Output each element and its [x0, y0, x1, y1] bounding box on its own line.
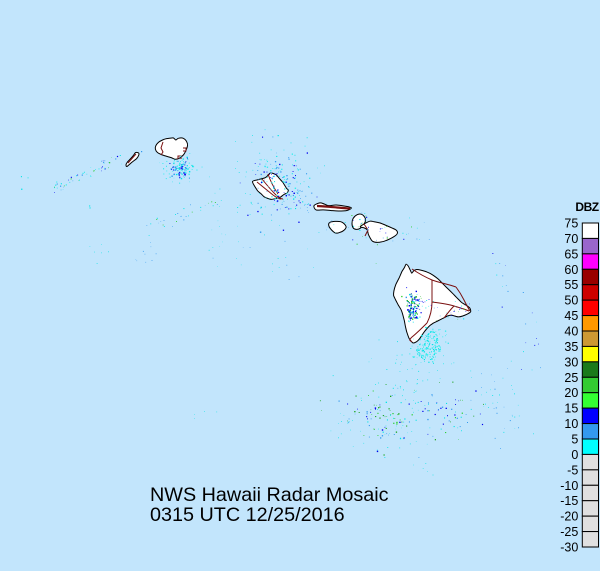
svg-text:-20: -20 — [560, 510, 578, 524]
svg-text:0: 0 — [571, 448, 578, 462]
svg-text:40: 40 — [564, 325, 578, 339]
svg-text:15: 15 — [564, 402, 578, 416]
svg-text:45: 45 — [564, 309, 578, 323]
svg-text:-10: -10 — [560, 479, 578, 493]
svg-text:25: 25 — [564, 371, 578, 385]
svg-text:-25: -25 — [560, 525, 578, 539]
svg-text:70: 70 — [564, 232, 578, 246]
svg-text:35: 35 — [564, 340, 578, 354]
svg-text:20: 20 — [564, 386, 578, 400]
svg-text:55: 55 — [564, 278, 578, 292]
svg-text:-5: -5 — [567, 463, 578, 477]
svg-text:5: 5 — [571, 433, 578, 447]
svg-text:DBZ: DBZ — [575, 200, 598, 214]
svg-text:-30: -30 — [560, 541, 578, 555]
svg-text:10: 10 — [564, 417, 578, 431]
svg-text:65: 65 — [564, 247, 578, 261]
svg-text:50: 50 — [564, 294, 578, 308]
svg-text:30: 30 — [564, 355, 578, 369]
svg-text:75: 75 — [564, 217, 578, 231]
svg-text:-15: -15 — [560, 494, 578, 508]
svg-text:60: 60 — [564, 263, 578, 277]
